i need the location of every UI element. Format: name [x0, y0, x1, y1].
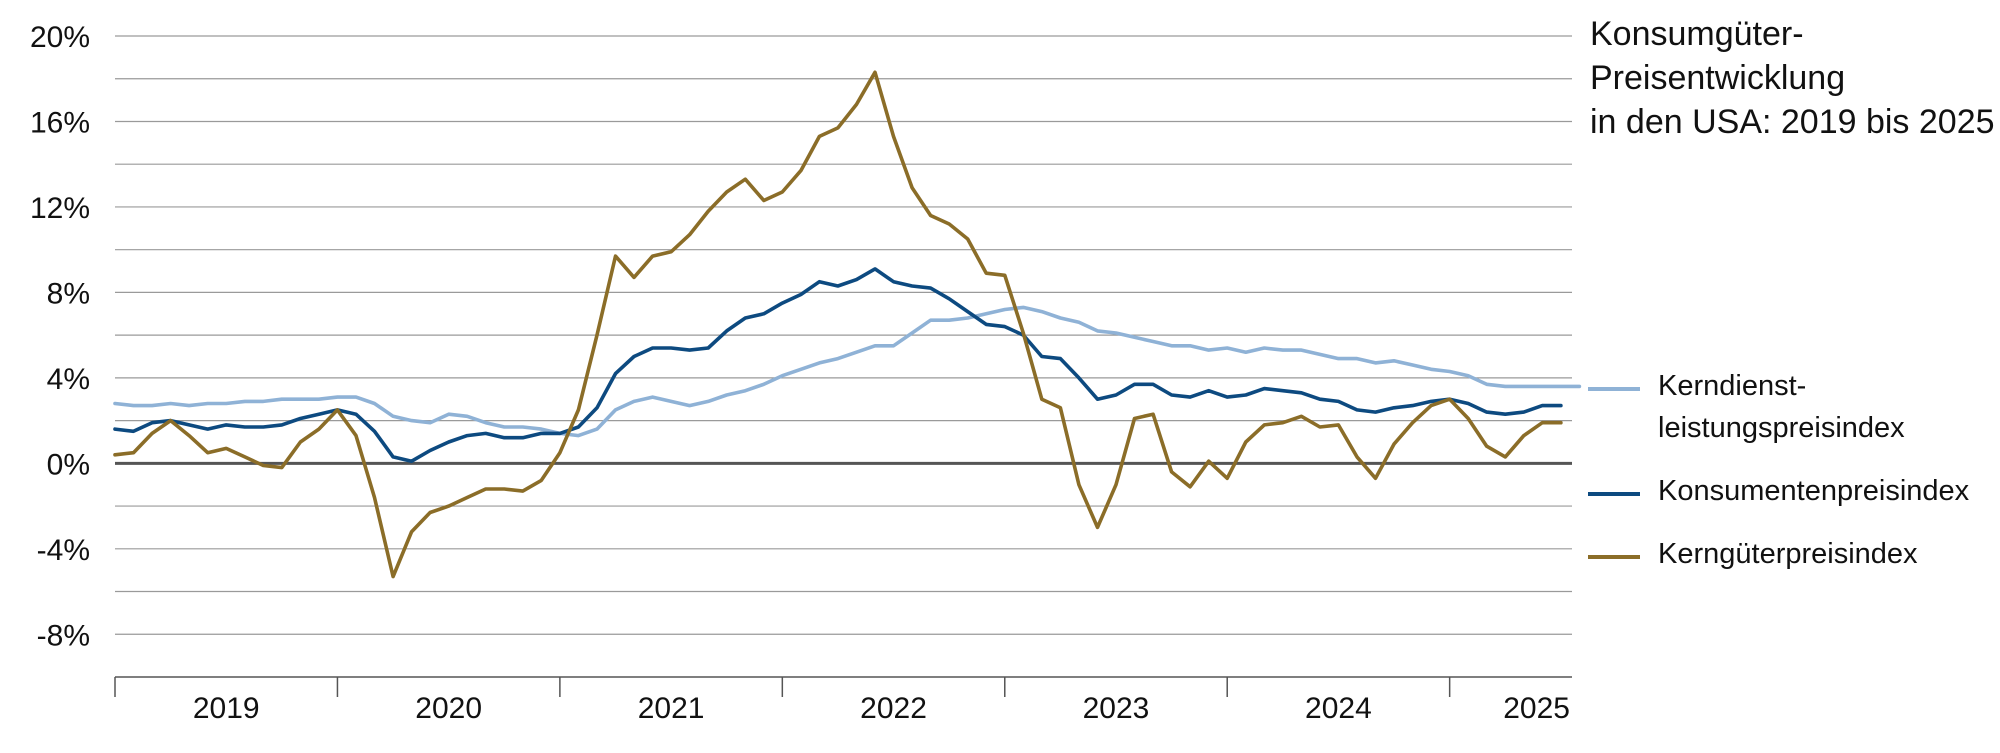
y-tick-label: -4%: [37, 534, 90, 567]
y-tick-label: 16%: [30, 106, 90, 139]
series-line-2: [113, 70, 1563, 579]
series-line-1: [113, 267, 1563, 464]
chart-title-line: in den USA: 2019 bis 2025: [1590, 103, 1995, 141]
chart-title-line: Preisentwicklung: [1590, 59, 1846, 97]
legend-label: Konsumentenpreisindex: [1658, 470, 1969, 512]
x-tick-label: 2021: [638, 692, 705, 725]
x-tick-label: 2024: [1305, 692, 1372, 725]
series-line-0: [113, 305, 1582, 438]
y-tick-label: 8%: [47, 277, 90, 310]
x-tick-label: 2023: [1083, 692, 1150, 725]
y-tick-label: 4%: [47, 363, 90, 396]
y-tick-label: 12%: [30, 192, 90, 225]
gridlines: [115, 35, 1572, 635]
x-tick-label: 2020: [415, 692, 482, 725]
legend-label-line: Konsumentenpreisindex: [1658, 475, 1970, 507]
legend-label: Kerndienst- leistungspreisindex: [1658, 365, 1905, 449]
y-tick-label: -8%: [37, 619, 90, 652]
legend-swatch: [1588, 555, 1640, 559]
legend-label-line: Kerngüterpreisindex: [1658, 538, 1918, 570]
legend-swatch: [1588, 492, 1640, 496]
y-tick-label: 20%: [30, 21, 90, 54]
y-axis-tick-labels: -8% -4% 0% 4% 8% 12% 16% 20%: [30, 21, 90, 652]
chart-title: Konsumgüter- Preisentwicklung in den USA…: [1590, 12, 1995, 144]
legend-label-line: leistungspreisindex: [1658, 412, 1905, 444]
legend-label: Kerngüterpreisindex: [1658, 533, 1918, 575]
chart-title-line: Konsumgüter-: [1590, 15, 1804, 53]
y-tick-label: 0%: [47, 448, 90, 481]
x-tick-label: 2025: [1503, 692, 1570, 725]
series-lines: [113, 70, 1582, 579]
x-tick-label: 2019: [193, 692, 260, 725]
legend-label-line: Kerndienst-: [1658, 370, 1807, 402]
x-axis: 2019 2020 2021 2022 2023 2024 2025: [114, 676, 1572, 725]
legend-swatch: [1588, 387, 1640, 391]
x-tick-label: 2022: [860, 692, 927, 725]
